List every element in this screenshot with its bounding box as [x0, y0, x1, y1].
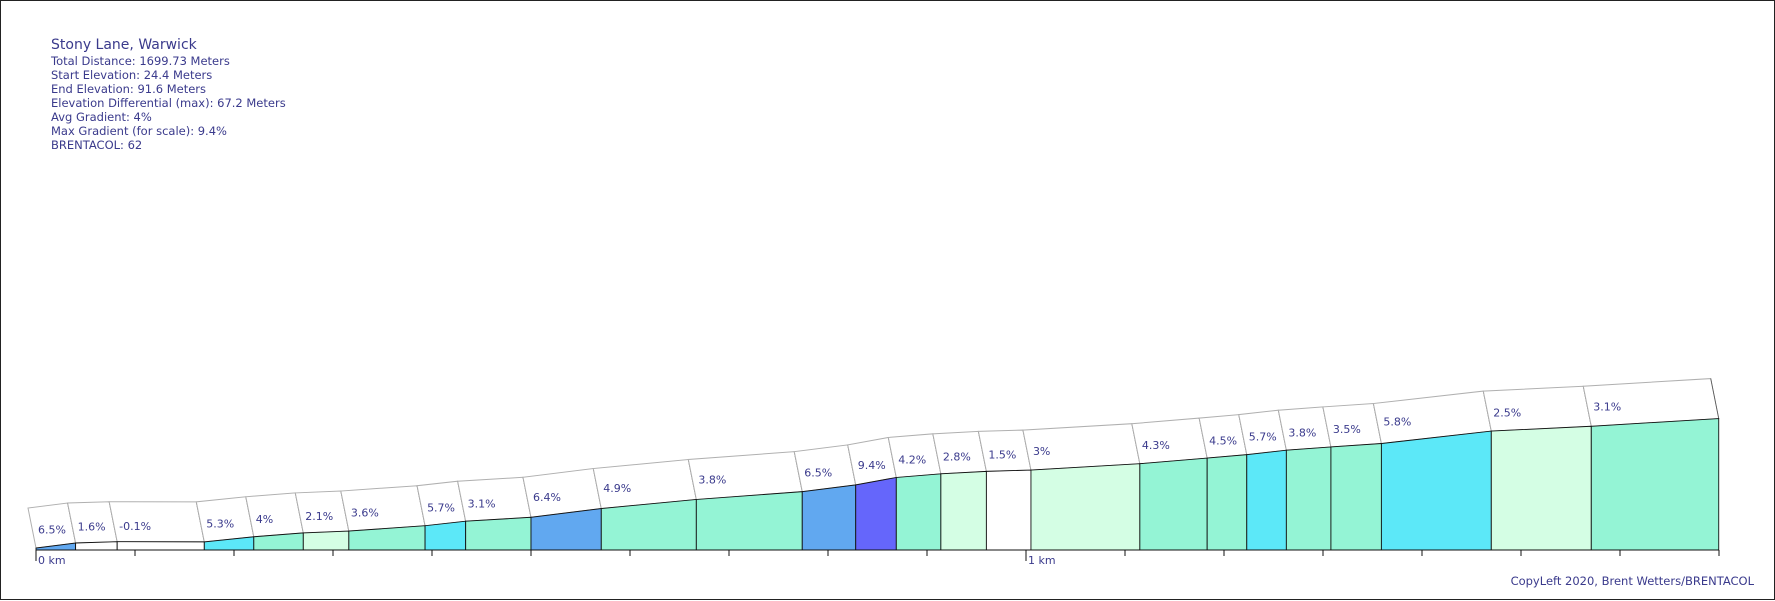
- profile-segment: [895, 473, 942, 551]
- profile-segment: [465, 516, 532, 551]
- profile-segment: [600, 498, 697, 551]
- profile-segment: [116, 541, 205, 551]
- gradient-label: 3.1%: [1593, 400, 1621, 413]
- route-info-panel: Stony Lane, Warwick Total Distance: 1699…: [51, 37, 286, 152]
- gradient-label: 4.2%: [898, 454, 926, 467]
- start-elevation: Start Elevation: 24.4 Meters: [51, 68, 213, 82]
- profile-segment: [695, 491, 803, 551]
- gradient-labels: 6.5% 1.6% -0.1% 5.3% 4% 2.1% 3.6% 5.7% 3.1% 6.4% 4…: [38, 400, 1621, 536]
- gradient-label: 1.6%: [78, 520, 106, 533]
- profile-segment: [1285, 446, 1332, 551]
- gradient-label: 3.1%: [468, 497, 496, 510]
- avg-gradient: Avg Gradient: 4%: [51, 110, 152, 124]
- profile-segment: [940, 470, 987, 551]
- profile-segment: [1246, 449, 1287, 551]
- profile-segment: [1380, 430, 1492, 551]
- gradient-label: 6.4%: [533, 491, 561, 504]
- total-distance: Total Distance: 1699.73 Meters: [51, 54, 230, 68]
- profile-segment: [1030, 463, 1141, 551]
- profile-segment: [424, 520, 467, 551]
- profile-segment: [1206, 454, 1248, 551]
- profile-segment: [801, 484, 857, 551]
- elevation-differential: Elevation Differential (max): 67.2 Meter…: [51, 96, 286, 110]
- gradient-label: 1.5%: [988, 449, 1016, 462]
- gradient-label: 4.5%: [1209, 434, 1237, 447]
- gradient-label: 6.5%: [804, 466, 832, 479]
- gradient-label: 2.1%: [305, 510, 333, 523]
- gradient-label: 3.8%: [698, 474, 726, 487]
- end-elevation: End Elevation: 91.6 Meters: [51, 82, 207, 96]
- gradient-label: 5.8%: [1383, 415, 1411, 428]
- gradient-label: 4.3%: [1142, 439, 1170, 452]
- perspective-top-faces: [27, 378, 1720, 549]
- gradient-label: 3.5%: [1333, 423, 1361, 436]
- profile-segment: [1490, 425, 1592, 551]
- profile-segment: [1139, 457, 1208, 551]
- gradient-label: 3%: [1033, 445, 1050, 458]
- gradient-label: 4.9%: [603, 482, 631, 495]
- gradient-label: 2.8%: [943, 451, 971, 464]
- gradient-label: 6.5%: [38, 523, 66, 536]
- segment-top-edge: [1710, 378, 1720, 419]
- route-title: Stony Lane, Warwick: [51, 37, 197, 53]
- x-tick-label: 0 km: [38, 554, 66, 567]
- gradient-label: 5.3%: [206, 517, 234, 530]
- gradient-label: -0.1%: [119, 520, 151, 533]
- profile-segment: [985, 469, 1032, 551]
- gradient-label: 3.6%: [351, 506, 379, 519]
- brentacol-score: BRENTACOL: 62: [51, 138, 143, 152]
- profile-segment: [1590, 418, 1720, 551]
- segment-top-face: [245, 492, 304, 538]
- gradient-label: 5.7%: [1249, 430, 1277, 443]
- profile-segment: [75, 541, 118, 551]
- gradient-label: 4%: [256, 513, 273, 526]
- profile-segment: [302, 530, 350, 551]
- gradient-label: 5.7%: [427, 501, 455, 514]
- x-tick-label: 1 km: [1028, 554, 1056, 567]
- gradient-label: 3.8%: [1288, 427, 1316, 440]
- max-gradient: Max Gradient (for scale): 9.4%: [51, 124, 227, 138]
- profile-segments: [35, 418, 1720, 551]
- profile-segment: [1330, 443, 1382, 551]
- gradient-label: 2.5%: [1493, 407, 1521, 420]
- gradient-label: 9.4%: [858, 459, 886, 472]
- copyleft-notice: CopyLeft 2020, Brent Wetters/BRENTACOL: [1510, 574, 1754, 588]
- profile-segment: [855, 476, 897, 551]
